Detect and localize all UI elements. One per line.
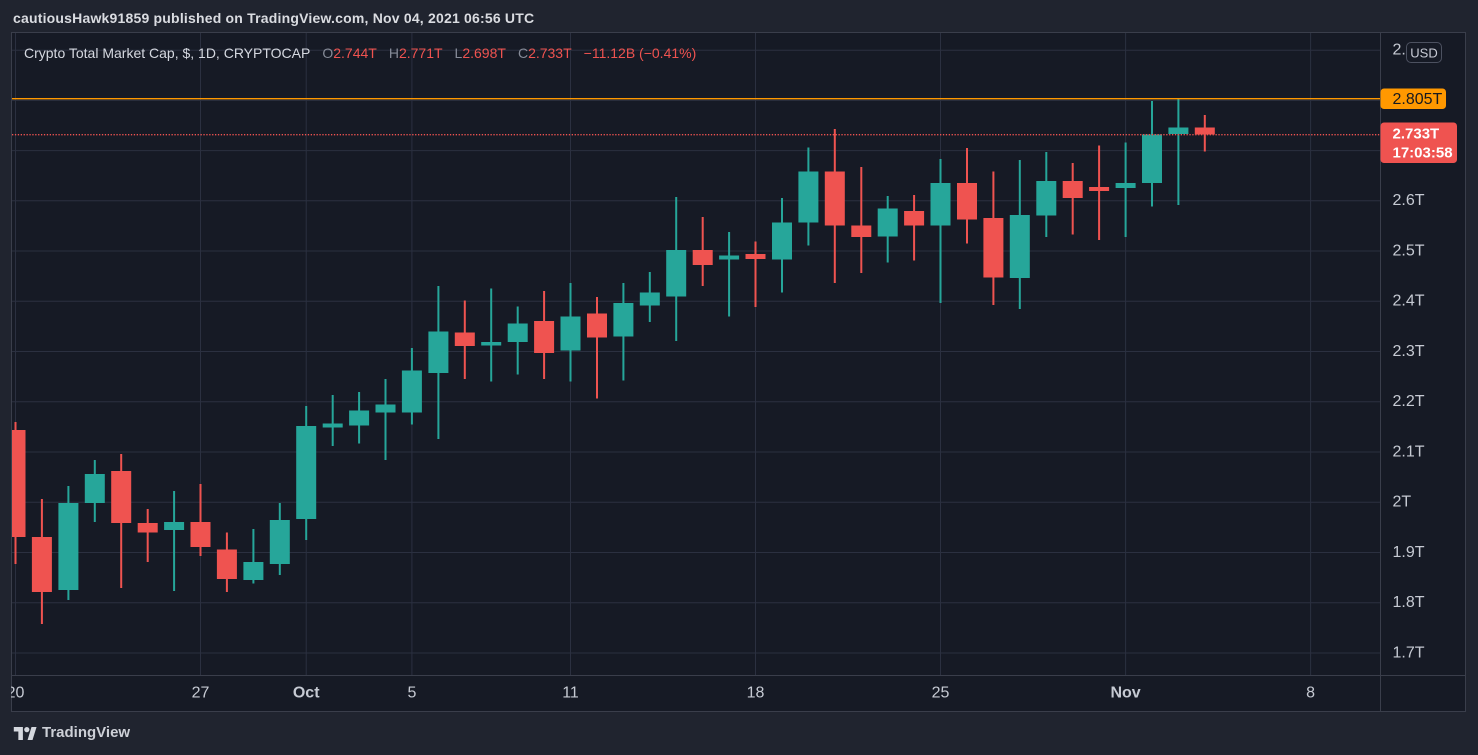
svg-text:1.9T: 1.9T (1393, 544, 1425, 561)
svg-text:2.1T: 2.1T (1393, 444, 1425, 461)
svg-text:2.3T: 2.3T (1393, 343, 1425, 360)
svg-text:27: 27 (192, 685, 210, 702)
svg-text:1.7T: 1.7T (1393, 645, 1425, 662)
svg-text:25: 25 (932, 685, 950, 702)
svg-text:18: 18 (747, 685, 765, 702)
svg-text:17:03:58: 17:03:58 (1393, 145, 1453, 162)
svg-text:2.2T: 2.2T (1393, 393, 1425, 410)
svg-text:2T: 2T (1393, 494, 1412, 511)
svg-text:11: 11 (562, 685, 579, 702)
svg-text:USD: USD (1410, 46, 1437, 61)
svg-text:1.8T: 1.8T (1393, 594, 1425, 611)
svg-text:Nov: Nov (1110, 685, 1140, 702)
svg-text:2.4T: 2.4T (1393, 293, 1425, 310)
svg-text:2.733T: 2.733T (1393, 126, 1440, 143)
svg-text:Oct: Oct (293, 685, 320, 702)
svg-text:2.5T: 2.5T (1393, 243, 1425, 260)
svg-text:20: 20 (7, 685, 25, 702)
svg-text:2.6T: 2.6T (1393, 192, 1425, 209)
svg-text:8: 8 (1306, 685, 1315, 702)
svg-text:2.805T: 2.805T (1393, 91, 1443, 108)
svg-text:5: 5 (407, 685, 416, 702)
